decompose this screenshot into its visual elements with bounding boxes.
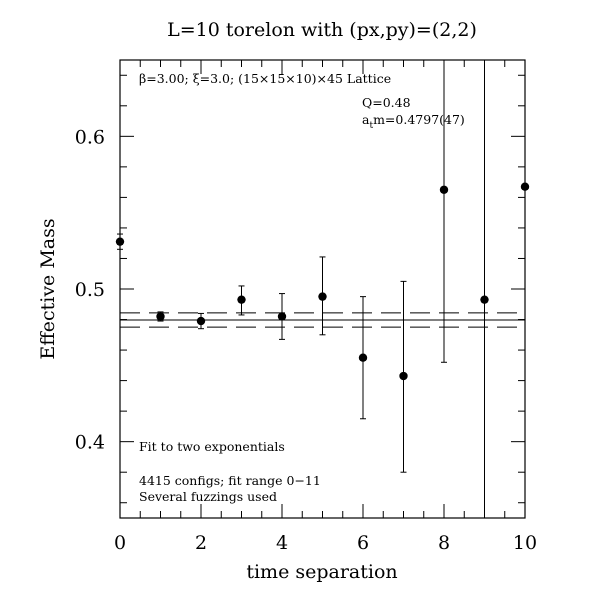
- chart-title: L=10 torelon with (px,py)=(2,2): [167, 19, 477, 41]
- x-tick-label: 4: [276, 532, 288, 554]
- x-tick-label: 6: [357, 532, 369, 554]
- annotation-atm: atm=0.4797(47): [362, 112, 465, 131]
- data-point: [480, 295, 489, 304]
- annotation-configs: 4415 configs; fit range 0−11: [139, 473, 321, 488]
- data-points: [115, 60, 530, 518]
- data-point: [156, 312, 165, 321]
- x-axis-label: time separation: [246, 561, 397, 583]
- annotation-lattice: β=3.00; ξ=3.0; (15×15×10)×45 Lattice: [139, 71, 391, 86]
- x-tick-label: 0: [114, 532, 126, 554]
- annotation-atm-rest: m=0.4797(47): [373, 112, 465, 127]
- data-point: [399, 371, 408, 381]
- data-point: [520, 182, 530, 191]
- annotation-atm-sub: t: [369, 121, 373, 131]
- x-tick-label: 10: [513, 532, 537, 554]
- annotation-fit-note: Fit to two exponentials: [139, 439, 285, 454]
- data-point: [277, 312, 287, 321]
- data-point: [196, 316, 206, 326]
- annotation-fuzzings: Several fuzzings used: [139, 489, 277, 504]
- data-point: [318, 292, 327, 301]
- data-point: [237, 295, 246, 304]
- data-point: [115, 237, 125, 246]
- y-tick-label: 0.4: [75, 432, 105, 454]
- y-tick-label: 0.5: [75, 279, 105, 301]
- data-point: [439, 185, 449, 194]
- y-tick-labels: 0.4 0.5 0.6: [75, 126, 105, 453]
- y-axis-label: Effective Mass: [37, 218, 59, 359]
- x-tick-label: 8: [438, 532, 450, 554]
- x-tick-labels: 0 2 4 6 8 10: [114, 532, 537, 554]
- x-tick-label: 2: [195, 532, 207, 554]
- data-point: [358, 353, 368, 362]
- y-tick-label: 0.6: [75, 126, 105, 148]
- annotation-atm-prefix: a: [362, 112, 370, 127]
- annotation-q: Q=0.48: [362, 95, 411, 110]
